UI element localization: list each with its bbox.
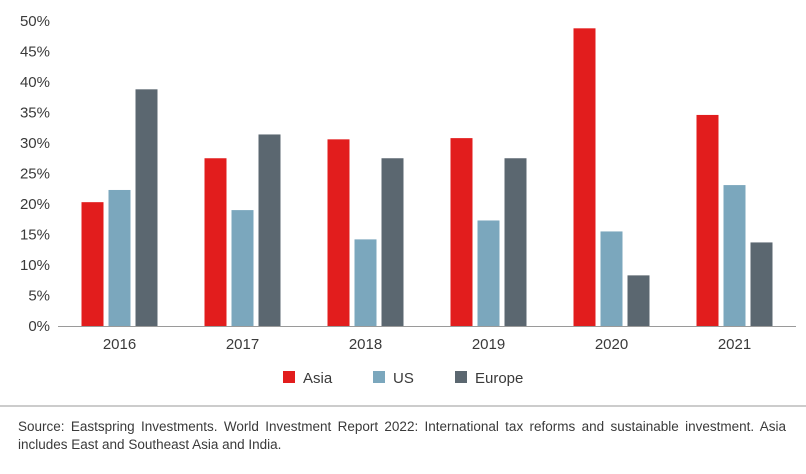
legend: Asia US Europe <box>283 370 523 387</box>
y-tick-label: 40% <box>20 74 50 91</box>
bar-europe-2018 <box>381 158 404 326</box>
bar-europe-2017 <box>258 134 281 326</box>
bar-europe-2016 <box>135 89 158 326</box>
bar-asia-2019 <box>450 138 473 326</box>
bar-us-2020 <box>600 231 623 326</box>
x-tick-label: 2019 <box>472 336 505 353</box>
y-tick-label: 45% <box>20 44 50 61</box>
bar-asia-2016 <box>81 202 104 326</box>
bar-asia-2017 <box>204 158 227 326</box>
legend-label-europe: Europe <box>475 370 523 387</box>
bar-us-2016 <box>108 189 131 326</box>
bar-us-2019 <box>477 220 500 326</box>
x-axis: 2016 2017 2018 2019 2020 2021 <box>58 326 796 353</box>
bar-europe-2019 <box>504 158 527 326</box>
y-tick-label: 10% <box>20 257 50 274</box>
source-note: Source: Eastspring Investments. World In… <box>18 419 786 452</box>
bar-europe-2020 <box>627 275 650 326</box>
y-axis: 0% 5% 10% 15% 20% 25% 30% 35% 40% 45% 50% <box>20 13 50 335</box>
bar-asia-2020 <box>573 28 596 326</box>
y-tick-label: 50% <box>20 13 50 30</box>
legend-swatch-asia <box>283 371 295 383</box>
x-tick-label: 2017 <box>226 336 259 353</box>
legend-swatch-us <box>373 371 385 383</box>
x-tick-label: 2020 <box>595 336 628 353</box>
x-tick-label: 2018 <box>349 336 382 353</box>
y-tick-label: 5% <box>28 288 50 305</box>
legend-label-us: US <box>393 370 414 387</box>
bar-europe-2021 <box>750 242 773 326</box>
bar-us-2018 <box>354 239 377 326</box>
x-tick-label: 2016 <box>103 336 136 353</box>
bar-us-2021 <box>723 185 746 326</box>
y-tick-label: 20% <box>20 196 50 213</box>
bar-us-2017 <box>231 210 254 326</box>
y-tick-label: 25% <box>20 166 50 183</box>
bar-asia-2018 <box>327 139 350 326</box>
plot-area <box>81 28 773 326</box>
y-tick-label: 35% <box>20 105 50 122</box>
y-tick-label: 15% <box>20 227 50 244</box>
y-tick-label: 0% <box>28 318 50 335</box>
legend-label-asia: Asia <box>303 370 333 387</box>
y-tick-label: 30% <box>20 135 50 152</box>
legend-swatch-europe <box>455 371 467 383</box>
bar-asia-2021 <box>696 114 719 326</box>
x-tick-label: 2021 <box>718 336 751 353</box>
